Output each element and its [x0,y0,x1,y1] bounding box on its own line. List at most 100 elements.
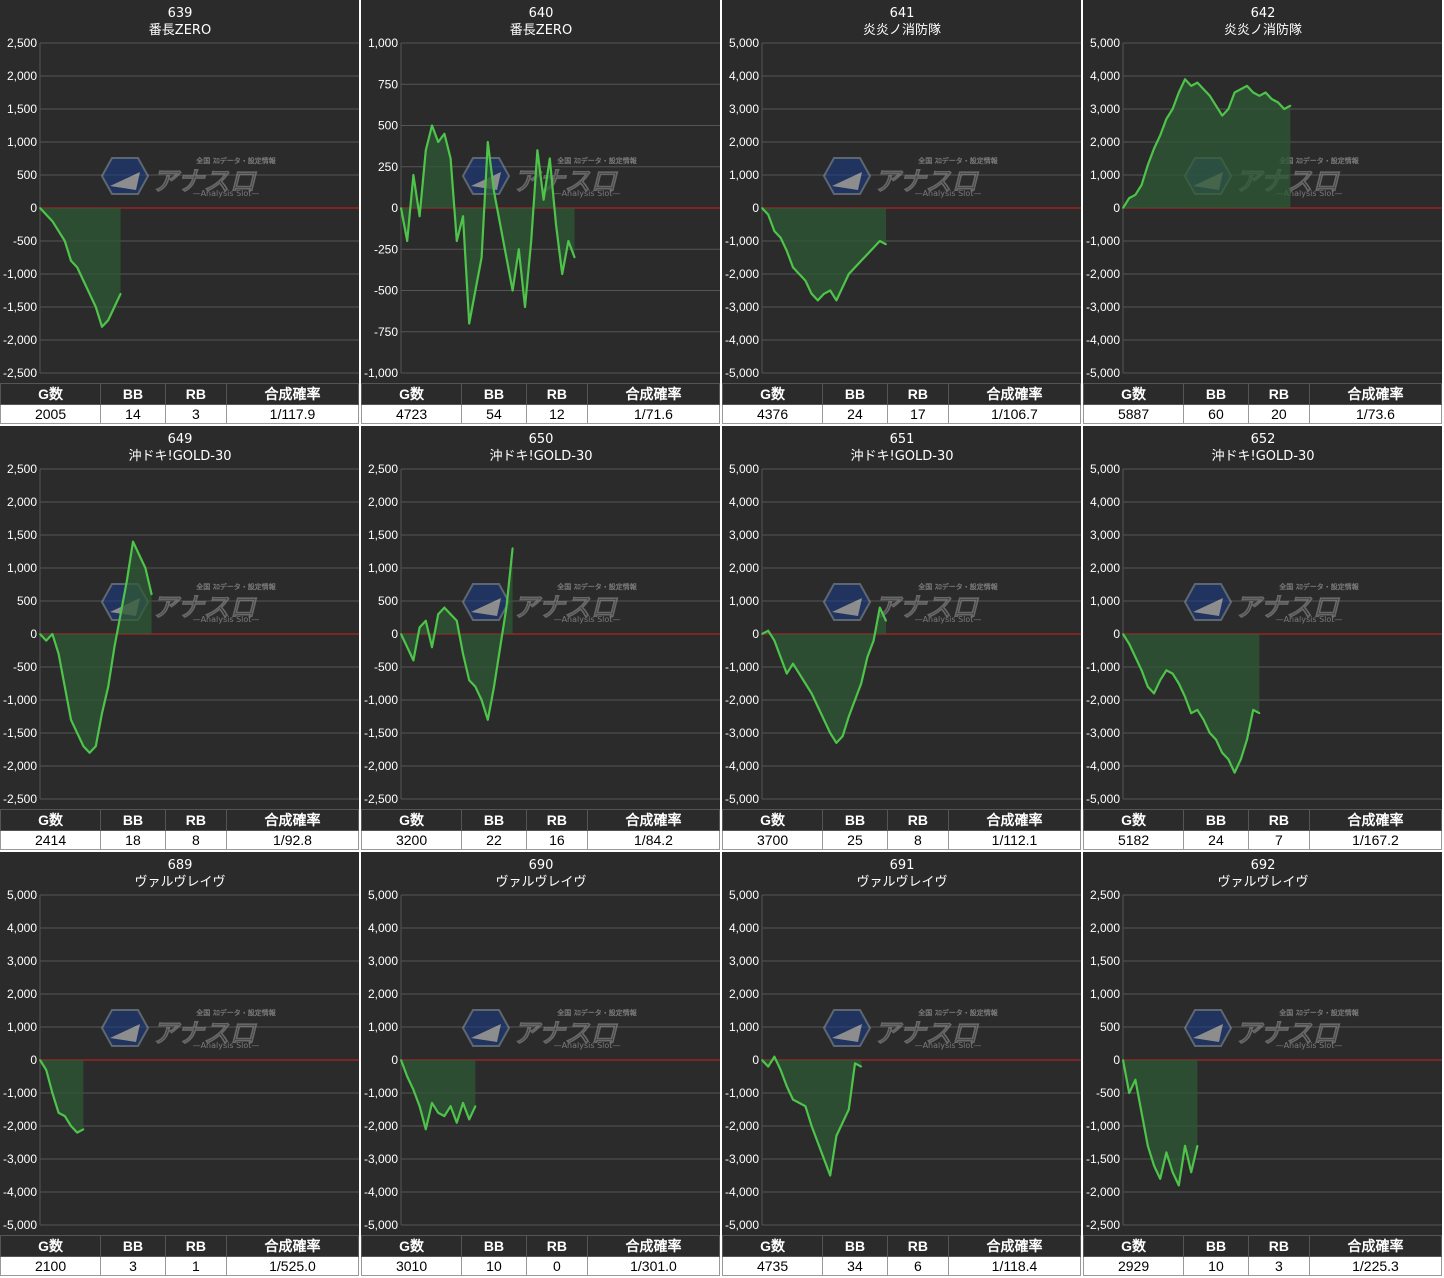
data-point [835,742,838,744]
svg-text:—Analysis Slot—: —Analysis Slot— [193,1041,260,1050]
data-point [449,157,452,160]
stats-value-prob: 1/71.6 [586,404,720,424]
stats-header-bb: BB [100,809,166,831]
data-point [82,279,85,282]
chart-svg: 652 沖ドキ!GOLD-30 5,000 4,000 3,000 2,000 1,000 0… [1086,432,1442,806]
data-point [1153,147,1155,150]
data-point [829,1174,832,1177]
stats-header-prob: 合成確率 [1308,383,1442,405]
machine-number: 651 [890,432,915,447]
y-tick-label: 1,000 [729,168,759,182]
stats-header-prob: 合成確率 [586,809,720,831]
data-point [144,567,147,569]
y-tick-label: -2,000 [1086,693,1120,707]
data-point [400,1059,402,1061]
data-point [841,286,844,289]
y-tick-label: -5,000 [725,366,759,380]
data-point [854,266,856,269]
series-area [1123,79,1291,208]
stats-header-bb: BB [822,809,888,831]
machine-name: ヴァルヴレイヴ [495,874,586,890]
stats-header-g: G数 [0,1235,102,1257]
data-point [1171,672,1174,675]
data-point [443,606,446,609]
y-tick-label: -500 [13,660,37,674]
data-point [536,149,539,152]
stats-value-prob: 1/106.7 [947,404,1081,424]
data-point [113,646,116,649]
data-point [1202,718,1205,721]
data-point [1258,94,1261,97]
data-point [499,646,502,649]
data-point [418,1105,421,1108]
data-point [119,292,122,295]
data-point [455,1121,458,1124]
stats-header-prob: 合成確率 [225,1235,359,1257]
stats-value-rb: 0 [525,1256,588,1276]
data-point [860,682,863,685]
data-point [150,593,153,596]
data-point [804,682,807,685]
data-point [406,240,409,242]
y-tick-label: 0 [1113,1053,1120,1067]
stats-value-prob: 1/301.0 [586,1256,720,1276]
y-tick-label: 5,000 [7,888,37,902]
data-point [1128,1092,1131,1094]
svg-text:—Analysis Slot—: —Analysis Slot— [915,189,982,198]
stats-header-bb: BB [100,1235,166,1257]
stats-header-rb: RB [1247,1235,1310,1257]
stats-header-bb: BB [1183,809,1249,831]
y-tick-label: 500 [17,168,37,182]
y-tick-label: -250 [374,242,398,256]
svg-text:—Analysis Slot—: —Analysis Slot— [193,615,260,624]
data-point [885,243,887,246]
stats-header-rb: RB [886,1235,949,1257]
stats-header-g: G数 [1083,1235,1185,1257]
stats-value-prob: 1/118.4 [947,1256,1081,1276]
svg-text:全国 ｽﾛデータ・設定情報: 全国 ｽﾛデータ・設定情報 [556,1008,637,1017]
svg-text:全国 ｽﾛデータ・設定情報: 全国 ｽﾛデータ・設定情報 [195,156,276,165]
data-point [101,325,103,328]
stats-value-prob: 1/525.0 [225,1256,359,1276]
stats-header-g: G数 [361,809,463,831]
y-tick-label: 0 [1113,201,1120,215]
y-tick-label: -1,500 [3,300,37,314]
stats-header-g: G数 [1083,809,1185,831]
data-point [63,240,66,242]
data-point [542,198,545,201]
data-point [51,633,54,635]
data-point [792,662,794,665]
y-tick-label: 0 [752,627,759,641]
y-tick-label: 0 [752,1053,759,1067]
series-area [1123,1060,1198,1186]
data-point [860,1065,863,1068]
data-point [462,652,464,655]
data-point [406,646,409,649]
data-point [841,1121,844,1124]
data-point [70,1125,72,1127]
y-tick-label: 0 [391,627,398,641]
y-tick-label: -2,500 [3,366,37,380]
y-tick-label: 0 [391,201,398,215]
y-tick-label: 4,000 [1090,495,1120,509]
data-point [773,1055,776,1058]
machine-chart-640: 640 番長ZERO 1,000 750 500 250 0 -250 -500 -750 -1,0… [361,0,720,424]
y-tick-label: 2,000 [729,135,759,149]
data-point [511,289,514,292]
stats-value-bb: 24 [1183,830,1249,850]
machine-name: 沖ドキ!GOLD-30 [850,449,953,464]
stats-header-prob: 合成確率 [947,809,1081,831]
svg-text:全国 ｽﾛデータ・設定情報: 全国 ｽﾛデータ・設定情報 [556,156,637,165]
y-tick-label: -1,000 [725,234,759,248]
svg-text:アナスロ: アナスロ [152,167,257,197]
data-point [63,1115,66,1117]
svg-text:アナスロ: アナスロ [152,593,257,623]
stats-header-prob: 合成確率 [225,809,359,831]
data-point [39,633,41,635]
y-tick-label: -2,000 [3,1119,37,1133]
data-point [499,223,502,226]
data-point [1227,758,1230,761]
